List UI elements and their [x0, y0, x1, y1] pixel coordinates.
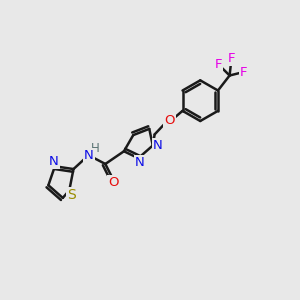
Text: F: F — [215, 58, 222, 71]
Text: F: F — [240, 65, 247, 79]
Text: F: F — [228, 52, 235, 65]
Text: N: N — [49, 155, 58, 168]
Text: N: N — [153, 139, 163, 152]
Text: O: O — [108, 176, 119, 189]
Text: H: H — [91, 142, 100, 155]
Text: N: N — [84, 149, 94, 162]
Text: S: S — [67, 188, 76, 203]
Text: N: N — [135, 156, 144, 169]
Text: O: O — [164, 114, 175, 127]
